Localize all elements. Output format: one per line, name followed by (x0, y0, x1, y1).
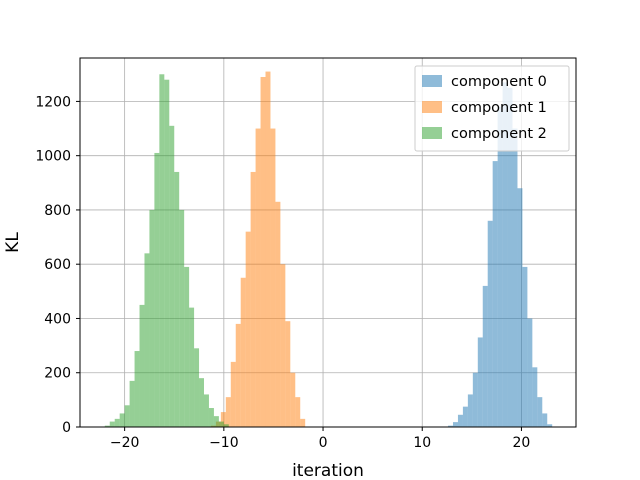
histogram-bar (527, 318, 533, 427)
histogram-bar (487, 220, 493, 427)
histogram-bar (235, 323, 241, 427)
histogram-bar (482, 285, 488, 427)
histogram-bar (448, 425, 453, 427)
series-1-bars (210, 71, 306, 428)
y-tick-label: 800 (44, 203, 71, 219)
histogram-bar (104, 425, 110, 427)
histogram-bar (492, 161, 498, 427)
histogram-bar (139, 304, 145, 427)
histogram-bar (154, 152, 160, 427)
legend: component 0 component 1 component 2 (414, 65, 570, 152)
histogram-bar (260, 76, 266, 427)
legend-swatch (422, 75, 442, 87)
legend-entry-label: component 1 (451, 100, 547, 116)
histogram-bar (119, 413, 125, 427)
histogram-bar (204, 394, 209, 427)
y-tick-label: 600 (44, 257, 71, 273)
histogram-bar (213, 416, 219, 427)
x-tick-label: 10 (413, 435, 431, 451)
histogram-bar (225, 397, 231, 427)
histogram-bar (522, 266, 528, 427)
x-axis-label: iteration (292, 461, 364, 480)
histogram-bar (265, 71, 271, 428)
histogram-bar (467, 394, 473, 427)
series-2-bars (104, 74, 229, 428)
histogram-bar (517, 188, 523, 427)
histogram-bar (255, 128, 261, 427)
legend-entry-label: component 0 (451, 74, 547, 90)
y-tick-label: 400 (44, 311, 71, 327)
histogram-bar (144, 253, 150, 427)
histogram-bar (537, 397, 543, 427)
legend-box (414, 65, 570, 152)
histogram-bar (240, 277, 246, 427)
histogram-bar (129, 380, 135, 427)
histogram-bar (245, 231, 251, 427)
histogram-bar (149, 209, 155, 427)
histogram-bar (184, 266, 190, 427)
x-tick-label: 20 (513, 435, 531, 451)
histogram-bar (179, 209, 185, 427)
series-0-bars (448, 82, 553, 428)
x-tick-label: −10 (209, 435, 239, 451)
histogram-bar (220, 412, 226, 427)
histogram-bar (457, 414, 463, 427)
histogram-bars (104, 71, 553, 428)
histogram-bar (174, 171, 180, 427)
histogram-bar (114, 418, 120, 427)
histogram-bar (295, 397, 301, 427)
y-tick-label: 1000 (35, 149, 71, 165)
histogram-bar (300, 418, 306, 427)
histogram-bar (547, 424, 553, 427)
histogram-bar (502, 82, 508, 427)
histogram-bar (109, 421, 115, 427)
histogram-bar (223, 424, 229, 427)
histogram-bar (230, 361, 236, 427)
histogram-bar (462, 406, 468, 427)
histogram-bar (507, 87, 513, 428)
x-tick-label: 0 (319, 435, 328, 451)
histogram-bar (159, 74, 165, 427)
histogram-bar (164, 79, 170, 428)
legend-swatch (422, 127, 442, 139)
histogram-bar (134, 351, 140, 427)
histogram-bar (189, 307, 195, 427)
histogram-bar (270, 128, 276, 427)
histogram-bar (124, 405, 130, 427)
histogram-bar (218, 421, 224, 427)
histogram-bar (472, 372, 478, 427)
legend-swatch (422, 101, 442, 113)
histogram-bar (275, 201, 281, 427)
y-axis-label: KL (3, 232, 23, 253)
histogram-bar (199, 378, 204, 427)
histogram-bar (194, 348, 200, 427)
x-tick-label: −20 (110, 435, 140, 451)
y-tick-label: 200 (44, 366, 71, 382)
histogram-bar (290, 372, 296, 427)
legend-entry-label: component 2 (451, 126, 547, 142)
histogram-bar (285, 321, 291, 427)
histogram-bar (169, 125, 175, 428)
y-tick-label: 0 (62, 420, 71, 436)
y-tick-label: 1200 (35, 94, 71, 110)
histogram-bar (512, 128, 518, 427)
histogram-bar (452, 422, 458, 427)
histogram-bar (477, 337, 483, 427)
plot-area-frame (79, 57, 577, 428)
histogram-bar (532, 367, 538, 427)
histogram-bar (250, 171, 256, 427)
histogram-bar (280, 264, 286, 427)
histogram-bar (208, 408, 214, 427)
histogram-bar (542, 413, 548, 427)
histogram-bar (497, 106, 503, 428)
